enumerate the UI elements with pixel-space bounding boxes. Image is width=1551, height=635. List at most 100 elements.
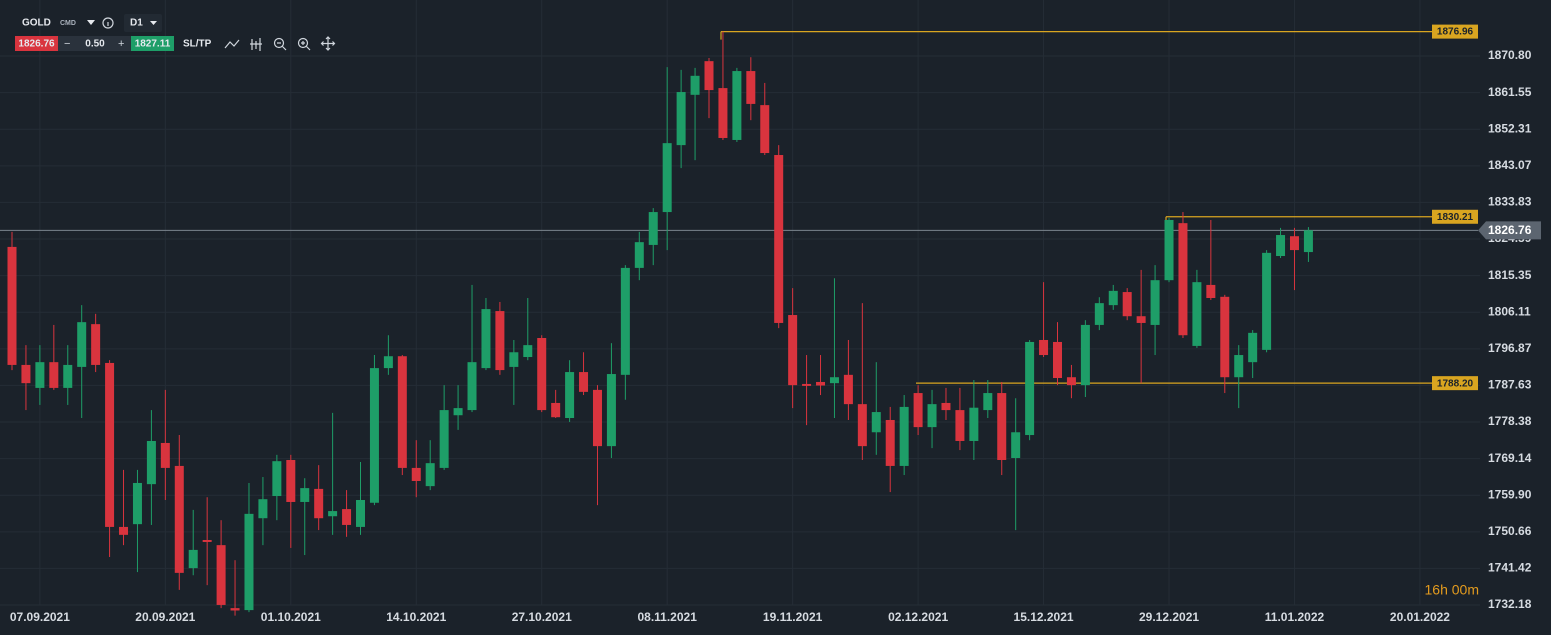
x-tick-label: 07.09.2021 — [10, 610, 70, 624]
candle-body — [537, 338, 547, 411]
candle-body — [1248, 332, 1258, 363]
candle-body — [383, 356, 393, 369]
timeframe-box[interactable] — [124, 14, 162, 32]
y-tick-label: 1870.80 — [1488, 48, 1532, 62]
candle-body — [1206, 284, 1216, 298]
x-tick-label: 15.12.2021 — [1014, 610, 1074, 624]
y-tick-label: 1787.63 — [1488, 378, 1532, 392]
candle-body — [258, 499, 268, 519]
candle-body — [411, 467, 421, 481]
candle-body — [397, 356, 407, 468]
candle-body — [1220, 296, 1230, 378]
candle-body — [579, 372, 589, 392]
sltp-button[interactable]: SL/TP — [183, 39, 212, 50]
buy-price[interactable]: 1827.11 — [135, 39, 171, 50]
candle-body — [1164, 219, 1174, 281]
x-tick-label: 01.10.2021 — [261, 610, 321, 624]
candle-body — [871, 412, 881, 433]
candle-body — [91, 324, 101, 365]
symbol-dropdown[interactable] — [87, 20, 95, 25]
sell-price[interactable]: 1826.76 — [18, 39, 55, 50]
candle-body — [35, 362, 45, 388]
candle-body — [565, 372, 575, 419]
candle-body — [314, 488, 324, 519]
price-level-badge — [1432, 24, 1478, 39]
y-tick-label: 1778.38 — [1488, 414, 1532, 428]
candle-body — [774, 155, 784, 323]
candle-body — [1039, 339, 1049, 356]
candles — [7, 31, 1313, 616]
x-tick-label: 27.10.2021 — [512, 610, 572, 624]
candle-body — [634, 242, 644, 268]
price-level-badge — [1432, 209, 1478, 224]
line-tool[interactable] — [224, 39, 240, 49]
candle-body — [829, 377, 839, 384]
candle-body — [174, 465, 184, 573]
candle-body — [272, 461, 282, 497]
price-level-label: 1830.21 — [1437, 212, 1474, 223]
y-tick-label: 1815.35 — [1488, 268, 1532, 282]
candle-body — [551, 402, 561, 418]
candle-body — [425, 463, 435, 487]
candle-body — [1136, 316, 1146, 323]
zoom-in-glyph — [301, 41, 311, 51]
candle-body — [913, 393, 923, 428]
candle-body — [1178, 223, 1188, 336]
candle-body — [509, 352, 519, 367]
candle-body — [1025, 341, 1035, 436]
candle-body — [885, 419, 895, 466]
candle-body — [244, 513, 254, 611]
grid — [0, 0, 1480, 606]
candle-body — [927, 404, 937, 428]
candle-body — [146, 440, 156, 485]
candle-body — [843, 374, 853, 405]
spread[interactable]: 0.50 — [85, 39, 105, 50]
candle-body — [481, 309, 491, 369]
candle-body — [467, 362, 477, 411]
zoom-out[interactable] — [273, 37, 285, 49]
candle-body — [21, 364, 31, 384]
timeframe-dropdown[interactable] — [150, 21, 157, 25]
market: CMD — [60, 20, 76, 27]
candle-body — [1262, 252, 1272, 350]
candle-body — [523, 345, 533, 358]
candle-body — [1276, 235, 1286, 257]
x-tick-label: 14.10.2021 — [386, 610, 446, 624]
candle-body — [160, 442, 170, 468]
zoom-in[interactable] — [297, 37, 309, 49]
candle-body — [704, 61, 714, 91]
indicator-tool[interactable] — [250, 38, 262, 51]
x-tick-label: 19.11.2021 — [763, 610, 823, 624]
candle-body — [1122, 292, 1132, 317]
candle-body — [1080, 324, 1090, 386]
timeframe[interactable]: D1 — [130, 18, 143, 29]
sell-button[interactable] — [15, 36, 58, 51]
buy-button[interactable] — [131, 36, 174, 51]
move-tool[interactable] — [320, 36, 336, 51]
candle-body — [356, 499, 365, 527]
x-tick-label: 02.12.2021 — [888, 610, 948, 624]
y-tick-label: 1732.18 — [1488, 597, 1532, 611]
candle-body — [300, 488, 310, 502]
candle-body — [369, 368, 379, 503]
candle-body — [1192, 282, 1202, 346]
candle-body — [49, 362, 59, 388]
minus-button[interactable]: − — [64, 38, 70, 50]
candle-body — [802, 383, 812, 386]
price-level-label: 1876.96 — [1437, 27, 1474, 38]
plus-button[interactable]: + — [118, 38, 124, 50]
x-tick-label: 11.01.2022 — [1265, 610, 1325, 624]
candle-body — [230, 608, 240, 611]
y-tick-label: 1759.90 — [1488, 487, 1532, 501]
candle-body — [620, 267, 630, 375]
volume-box — [58, 36, 131, 51]
candle-body — [439, 410, 449, 468]
candle-body — [1094, 303, 1104, 325]
candle-body — [7, 246, 17, 365]
candle-body — [202, 539, 212, 542]
candle-body — [119, 526, 129, 535]
candle-body — [690, 75, 700, 95]
info-icon[interactable] — [102, 17, 114, 29]
symbol[interactable]: GOLD — [22, 18, 51, 29]
